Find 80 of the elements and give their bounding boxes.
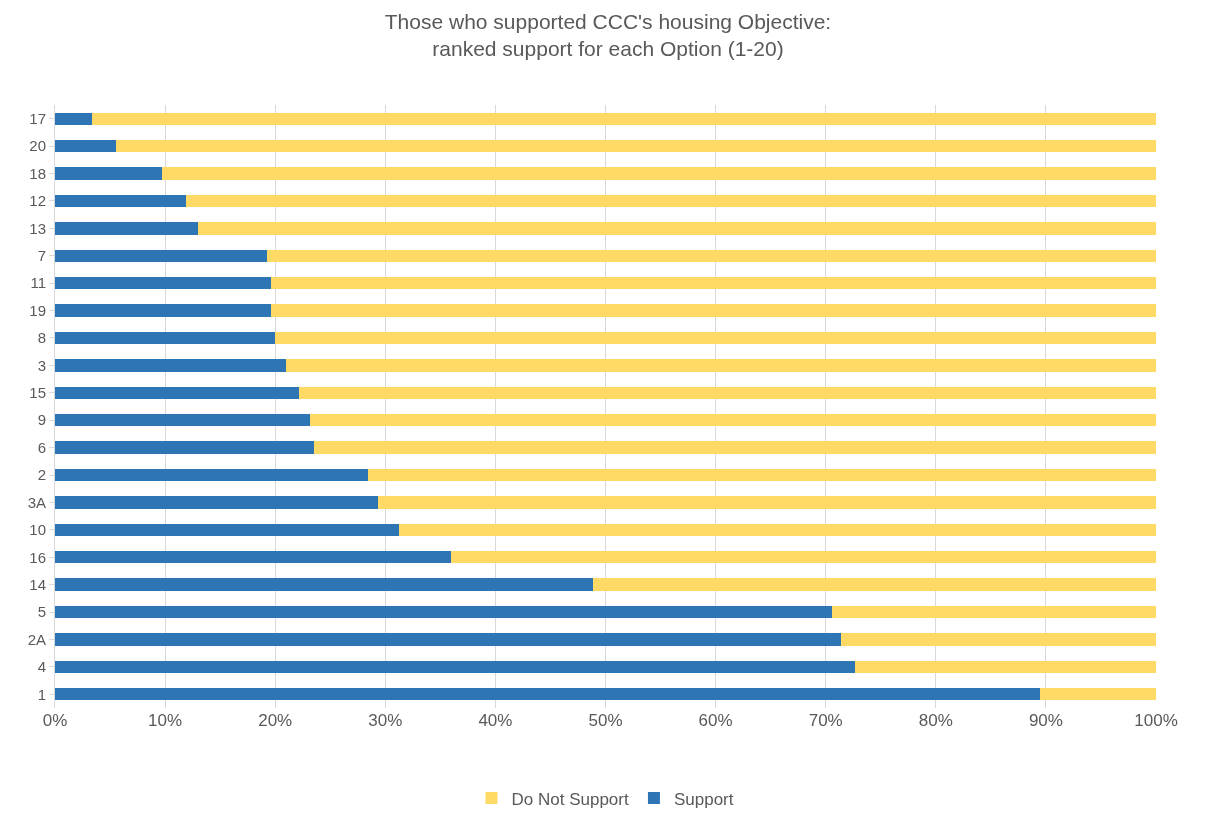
bar <box>186 194 1156 208</box>
x-tick-label: 10% <box>148 711 183 730</box>
x-tick-label: 50% <box>588 711 623 730</box>
bar <box>367 468 1156 482</box>
y-tick-label: 7 <box>37 247 46 264</box>
x-tick-label: 30% <box>368 711 403 730</box>
y-tick-label: 1 <box>37 685 46 703</box>
bar <box>832 605 1156 619</box>
y-tick-label: 4 <box>37 658 46 676</box>
bar <box>55 139 116 153</box>
y-tick-label: 10 <box>29 521 46 539</box>
y-tick-label: 20 <box>29 137 46 155</box>
bar <box>55 386 300 399</box>
y-tick-label: 12 <box>29 192 46 210</box>
y-tick-label: 3A <box>27 493 46 511</box>
bar <box>55 441 314 454</box>
bar <box>310 414 1156 427</box>
bar <box>55 551 452 564</box>
x-tick-label: 80% <box>918 711 953 730</box>
bar <box>198 222 1156 235</box>
x-tick-label: 100% <box>1134 711 1178 730</box>
y-tick-label: 8 <box>37 329 46 347</box>
bar <box>270 276 1156 290</box>
bar <box>55 523 399 537</box>
bar <box>55 414 311 427</box>
y-tick-label: 5 <box>37 603 46 621</box>
bar <box>313 441 1156 454</box>
y-tick-label: 19 <box>29 301 46 319</box>
y-tick-label: 6 <box>37 438 46 456</box>
y-tick-label: 9 <box>37 411 46 429</box>
bar <box>398 523 1156 537</box>
x-tick-label: 60% <box>698 711 733 730</box>
bar <box>55 276 271 290</box>
bar <box>55 578 594 591</box>
x-tick-label: 70% <box>808 711 843 730</box>
bar <box>55 249 268 262</box>
y-tick-label: 13 <box>29 219 46 237</box>
bar <box>55 359 287 372</box>
bar <box>55 112 93 125</box>
bar <box>299 386 1156 399</box>
x-tick-label: 20% <box>258 711 293 730</box>
bar <box>55 304 271 317</box>
bar <box>841 633 1156 646</box>
legend-label: Support <box>673 789 734 809</box>
y-tick-label: 17 <box>29 109 46 127</box>
y-tick-label: 18 <box>29 164 46 182</box>
bar <box>161 167 1156 180</box>
bar <box>275 331 1156 345</box>
bar <box>55 222 199 235</box>
bar <box>377 496 1156 509</box>
bar <box>55 331 276 345</box>
x-tick-label: 90% <box>1028 711 1063 730</box>
bar <box>55 660 856 674</box>
bar <box>55 496 378 509</box>
bar <box>593 578 1156 591</box>
y-tick-label: 15 <box>29 384 46 402</box>
bar <box>855 660 1156 674</box>
bar <box>55 688 1041 701</box>
bar <box>1040 688 1156 701</box>
y-tick-label: 16 <box>29 548 46 566</box>
legend-label: Do Not Support <box>511 789 629 809</box>
bar <box>55 633 842 646</box>
bar <box>92 112 1156 125</box>
chart-title: Those who supported CCC's housing Objective: ranked support for each Option (1-20) <box>384 9 832 61</box>
bar <box>55 468 368 482</box>
y-tick-label: 2A <box>27 630 46 648</box>
bar <box>55 167 162 180</box>
bar <box>451 551 1156 564</box>
y-tick-label: 3 <box>37 356 46 374</box>
bar <box>55 605 833 619</box>
y-tick-label: 14 <box>29 575 46 593</box>
bar <box>55 194 187 208</box>
x-tick-label: 40% <box>478 711 513 730</box>
y-tick-label: 2 <box>37 466 46 484</box>
bar <box>267 249 1156 262</box>
y-tick-label: 11 <box>30 274 46 292</box>
bar <box>115 139 1156 153</box>
bar <box>286 359 1156 372</box>
x-tick-label: 0% <box>42 711 68 730</box>
bar <box>270 304 1156 317</box>
